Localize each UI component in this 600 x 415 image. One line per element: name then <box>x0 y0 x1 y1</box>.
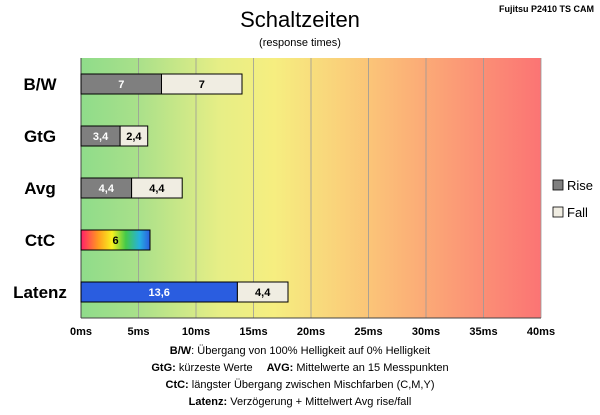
category-label: CtC <box>25 231 55 250</box>
footnote-term: B/W <box>169 345 192 357</box>
bar-value-label: 4,4 <box>255 287 271 299</box>
footnote-gtg-avg: GtG: kürzeste Werte AVG: Mittelwerte an 1… <box>0 360 600 377</box>
footnote-latenz: Latenz: Verzögerung + Mittelwert Avg ris… <box>0 394 600 411</box>
x-tick-labels: 0ms 5ms 10ms 15ms 20ms 25ms 30ms 35ms 40ms <box>70 326 555 338</box>
footnote-text: kürzeste Werte <box>175 362 253 374</box>
legend-label-fall: Fall <box>567 205 588 220</box>
bar-fall <box>236 281 289 303</box>
category-label: Latenz <box>13 283 67 302</box>
legend-label-rise: Rise <box>567 178 593 193</box>
footnotes: B/W: Übergang von 100% Helligkeit auf 0%… <box>0 343 600 411</box>
legend-swatch-fall <box>552 206 564 218</box>
bar-value-label: 13,6 <box>148 287 169 299</box>
x-tick-label: 35ms <box>469 326 497 338</box>
legend-swatch-rise <box>552 179 564 191</box>
category-labels: B/W GtG Avg CtC Latenz <box>13 75 67 302</box>
footnote-term: CtC: <box>165 379 189 391</box>
bar-rise <box>80 229 151 251</box>
bar-value-label: 2,4 <box>126 131 142 143</box>
bar-value-label: 3,4 <box>93 131 109 143</box>
bar-value-label: 4,4 <box>149 183 165 195</box>
x-tick-label: 0ms <box>70 326 92 338</box>
bar-value-label: 7 <box>199 79 205 91</box>
x-tick-label: 30ms <box>412 326 440 338</box>
response-time-chart: Schaltzeiten (response times) Fujitsu P2… <box>13 4 594 338</box>
monitor-model-label: Fujitsu P2410 TS CAM <box>499 4 594 14</box>
bars: 7 7 3,4 2,4 4,4 4,4 6 13,6 4,4 <box>80 73 289 303</box>
bar-value-label: 6 <box>112 235 118 247</box>
bar-value-label: 7 <box>118 79 124 91</box>
footnote-text: Verzögerung + Mittelwert Avg rise/fall <box>227 396 412 408</box>
footnote-term: GtG: <box>151 362 176 374</box>
x-tick-label: 10ms <box>182 326 210 338</box>
bar-fall <box>161 73 243 95</box>
x-tick-label: 15ms <box>239 326 267 338</box>
category-label: GtG <box>24 127 56 146</box>
footnote-text: längster Übergang zwischen Mischfarben (… <box>188 379 435 391</box>
bar-fall <box>119 125 149 147</box>
chart-title: Schaltzeiten <box>240 7 360 32</box>
x-tick-label: 25ms <box>354 326 382 338</box>
category-label: Avg <box>24 179 56 198</box>
legend: Rise Fall <box>552 178 593 220</box>
footnote-term: Latenz: <box>188 396 228 408</box>
footnote-ctc: CtC: längster Übergang zwischen Mischfar… <box>0 377 600 394</box>
x-tick-label: 5ms <box>127 326 149 338</box>
bar-fall <box>131 177 183 199</box>
x-tick-label: 40ms <box>527 326 555 338</box>
category-label: B/W <box>23 75 57 94</box>
footnote-text: : Übergang von 100% Helligkeit auf 0% He… <box>191 345 431 357</box>
footnote-term: AVG: <box>266 362 294 374</box>
footnote-text: Mittelwerte an 15 Messpunkten <box>293 362 449 374</box>
x-tick-label: 20ms <box>297 326 325 338</box>
chart-subtitle: (response times) <box>259 37 341 49</box>
bar-value-label: 4,4 <box>99 183 115 195</box>
footnote-bw: B/W: Übergang von 100% Helligkeit auf 0%… <box>0 343 600 360</box>
